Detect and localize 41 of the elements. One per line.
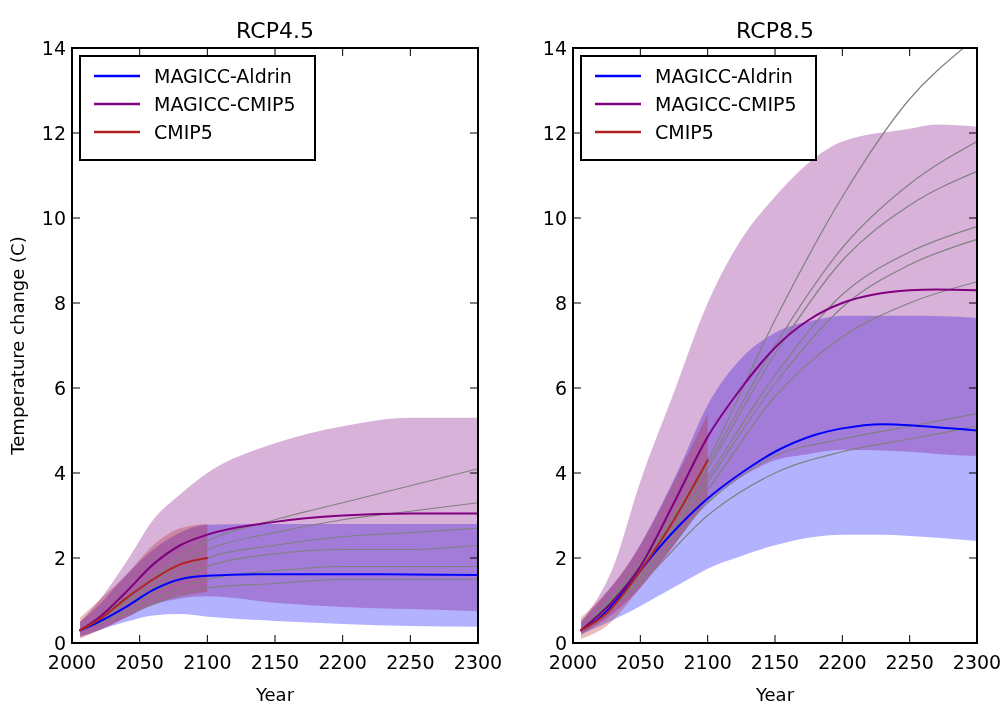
y-tick-label: 8 — [554, 292, 567, 314]
legend-label: MAGICC-CMIP5 — [655, 93, 797, 115]
chart-title: RCP8.5 — [736, 18, 814, 43]
x-tick-label: 2200 — [318, 651, 367, 673]
x-tick-label: 2000 — [47, 651, 97, 673]
y-tick-label: 12 — [41, 122, 66, 144]
x-tick-label: 2050 — [115, 651, 164, 673]
y-tick-label: 10 — [542, 207, 567, 229]
y-tick-label: 2 — [554, 547, 567, 569]
legend-label: MAGICC-CMIP5 — [154, 93, 296, 115]
x-tick-label: 2050 — [616, 651, 665, 673]
y-tick-label: 6 — [554, 377, 567, 399]
y-tick-label: 14 — [542, 37, 567, 59]
legend-label: CMIP5 — [655, 121, 714, 143]
y-tick-label: 0 — [53, 632, 66, 654]
y-axis-title: Temperature change (C) — [7, 236, 28, 456]
legend-label: MAGICC-Aldrin — [154, 65, 292, 87]
x-tick-label: 2000 — [548, 651, 598, 673]
x-axis-title: Year — [754, 684, 795, 704]
y-tick-label: 2 — [53, 547, 66, 569]
x-tick-label: 2100 — [183, 651, 232, 673]
y-tick-label: 10 — [41, 207, 66, 229]
y-tick-label: 4 — [53, 462, 66, 484]
x-tick-label: 2300 — [952, 651, 1002, 673]
y-tick-label: 14 — [41, 37, 66, 59]
x-tick-label: 2300 — [453, 651, 503, 673]
x-axis-title: Year — [254, 684, 295, 704]
y-tick-label: 8 — [53, 292, 66, 314]
y-tick-label: 0 — [554, 632, 567, 654]
y-tick-label: 4 — [554, 462, 567, 484]
legend-label: CMIP5 — [154, 121, 213, 143]
x-tick-label: 2200 — [818, 651, 867, 673]
chart-title: RCP4.5 — [236, 18, 314, 43]
legend-label: MAGICC-Aldrin — [655, 65, 793, 87]
x-tick-label: 2250 — [386, 651, 435, 673]
y-tick-label: 12 — [542, 122, 567, 144]
x-tick-label: 2150 — [250, 651, 300, 673]
x-tick-label: 2250 — [885, 651, 934, 673]
x-tick-label: 2150 — [750, 651, 800, 673]
x-tick-label: 2100 — [683, 651, 732, 673]
y-tick-label: 6 — [53, 377, 66, 399]
